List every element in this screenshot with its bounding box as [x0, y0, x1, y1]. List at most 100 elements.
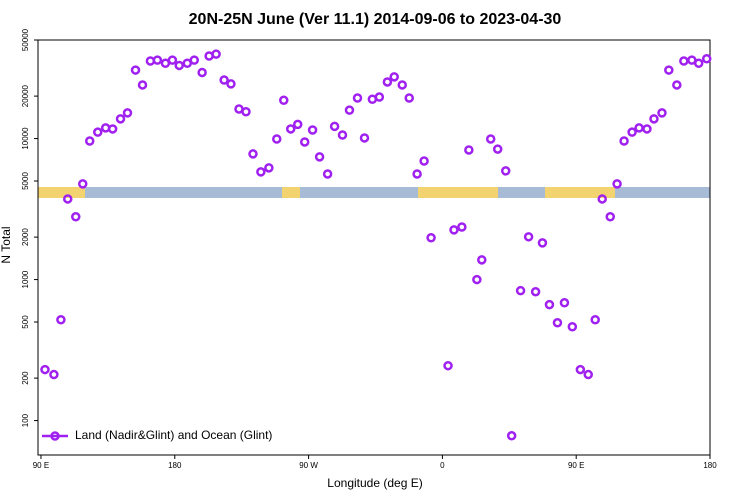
point [530, 286, 541, 297]
point [485, 134, 496, 144]
y-tick-label: 5000 [21, 172, 30, 190]
point [523, 232, 534, 242]
point [382, 77, 393, 87]
y-tick-label: 20000 [21, 84, 30, 107]
x-tick-label: 90 E [568, 461, 584, 470]
point [457, 222, 467, 232]
point [56, 314, 66, 325]
point [492, 144, 503, 154]
y-tick-label: 2000 [21, 228, 30, 246]
point [152, 55, 163, 65]
point [575, 364, 586, 375]
point [40, 364, 50, 375]
point [248, 149, 258, 159]
point [537, 238, 548, 248]
point [279, 95, 289, 105]
x-tick-label: 0 [440, 461, 445, 470]
point [374, 92, 385, 102]
point [477, 255, 487, 265]
point [167, 55, 178, 65]
point [627, 127, 637, 137]
point [322, 169, 333, 179]
point [337, 130, 348, 140]
point [107, 124, 118, 134]
point [256, 167, 266, 177]
point [299, 137, 310, 147]
point [197, 67, 207, 78]
point [693, 58, 704, 69]
legend-marker [50, 431, 60, 441]
y-axis-label: N Total [0, 226, 13, 263]
plot-frame [37, 39, 711, 456]
legend-label: Land (Nadir&Glint) and Ocean (Glint) [75, 428, 272, 442]
point [174, 60, 184, 71]
point [389, 72, 399, 82]
point [314, 152, 325, 162]
point [443, 360, 453, 371]
point [672, 80, 682, 90]
x-axis-label: Longitude (deg E) [327, 476, 422, 490]
point [472, 274, 482, 285]
point [397, 80, 407, 90]
map-band [38, 187, 710, 198]
point [412, 169, 422, 179]
point [189, 55, 200, 65]
point [241, 106, 251, 117]
point [122, 108, 133, 118]
point [419, 156, 429, 166]
point [264, 163, 274, 173]
point [272, 134, 282, 144]
point [634, 123, 644, 133]
point [115, 114, 126, 124]
point [359, 133, 370, 143]
point [426, 232, 436, 243]
y-tick-label: 1000 [21, 270, 30, 288]
point [71, 211, 81, 222]
point [211, 49, 221, 59]
point [62, 194, 73, 204]
point [619, 136, 629, 146]
point [506, 431, 517, 441]
point [605, 211, 615, 222]
point [449, 225, 459, 235]
x-tick-label: 90 E [33, 461, 49, 470]
point [292, 119, 303, 130]
x-tick-label: 180 [703, 461, 717, 470]
point [329, 121, 340, 132]
point [137, 80, 148, 90]
chart-title: 20N-25N June (Ver 11.1) 2014-09-06 to 20… [189, 11, 562, 28]
point [500, 166, 511, 176]
point [344, 105, 355, 115]
point [130, 65, 141, 75]
point [352, 93, 363, 103]
point [642, 124, 652, 134]
y-tick-label: 500 [21, 315, 30, 329]
y-tick-label: 100 [21, 413, 30, 427]
point [559, 297, 570, 308]
point [84, 136, 95, 146]
point [657, 108, 667, 118]
point [649, 114, 659, 124]
point [515, 285, 526, 296]
point [664, 65, 674, 75]
point [307, 125, 318, 135]
point [285, 124, 296, 134]
point [226, 79, 236, 89]
y-tick-label: 10000 [21, 127, 30, 150]
x-tick-label: 180 [168, 461, 182, 470]
point [701, 54, 712, 64]
point [679, 56, 689, 66]
point [464, 145, 474, 155]
point [597, 194, 607, 204]
y-tick-label: 200 [21, 371, 30, 385]
point [404, 93, 414, 103]
y-tick-label: 50000 [21, 28, 30, 51]
point [219, 75, 229, 85]
x-tick-label: 90 W [299, 461, 318, 470]
point [49, 369, 59, 380]
point [583, 369, 593, 380]
point [612, 179, 622, 189]
point [93, 127, 103, 137]
point [544, 299, 555, 310]
